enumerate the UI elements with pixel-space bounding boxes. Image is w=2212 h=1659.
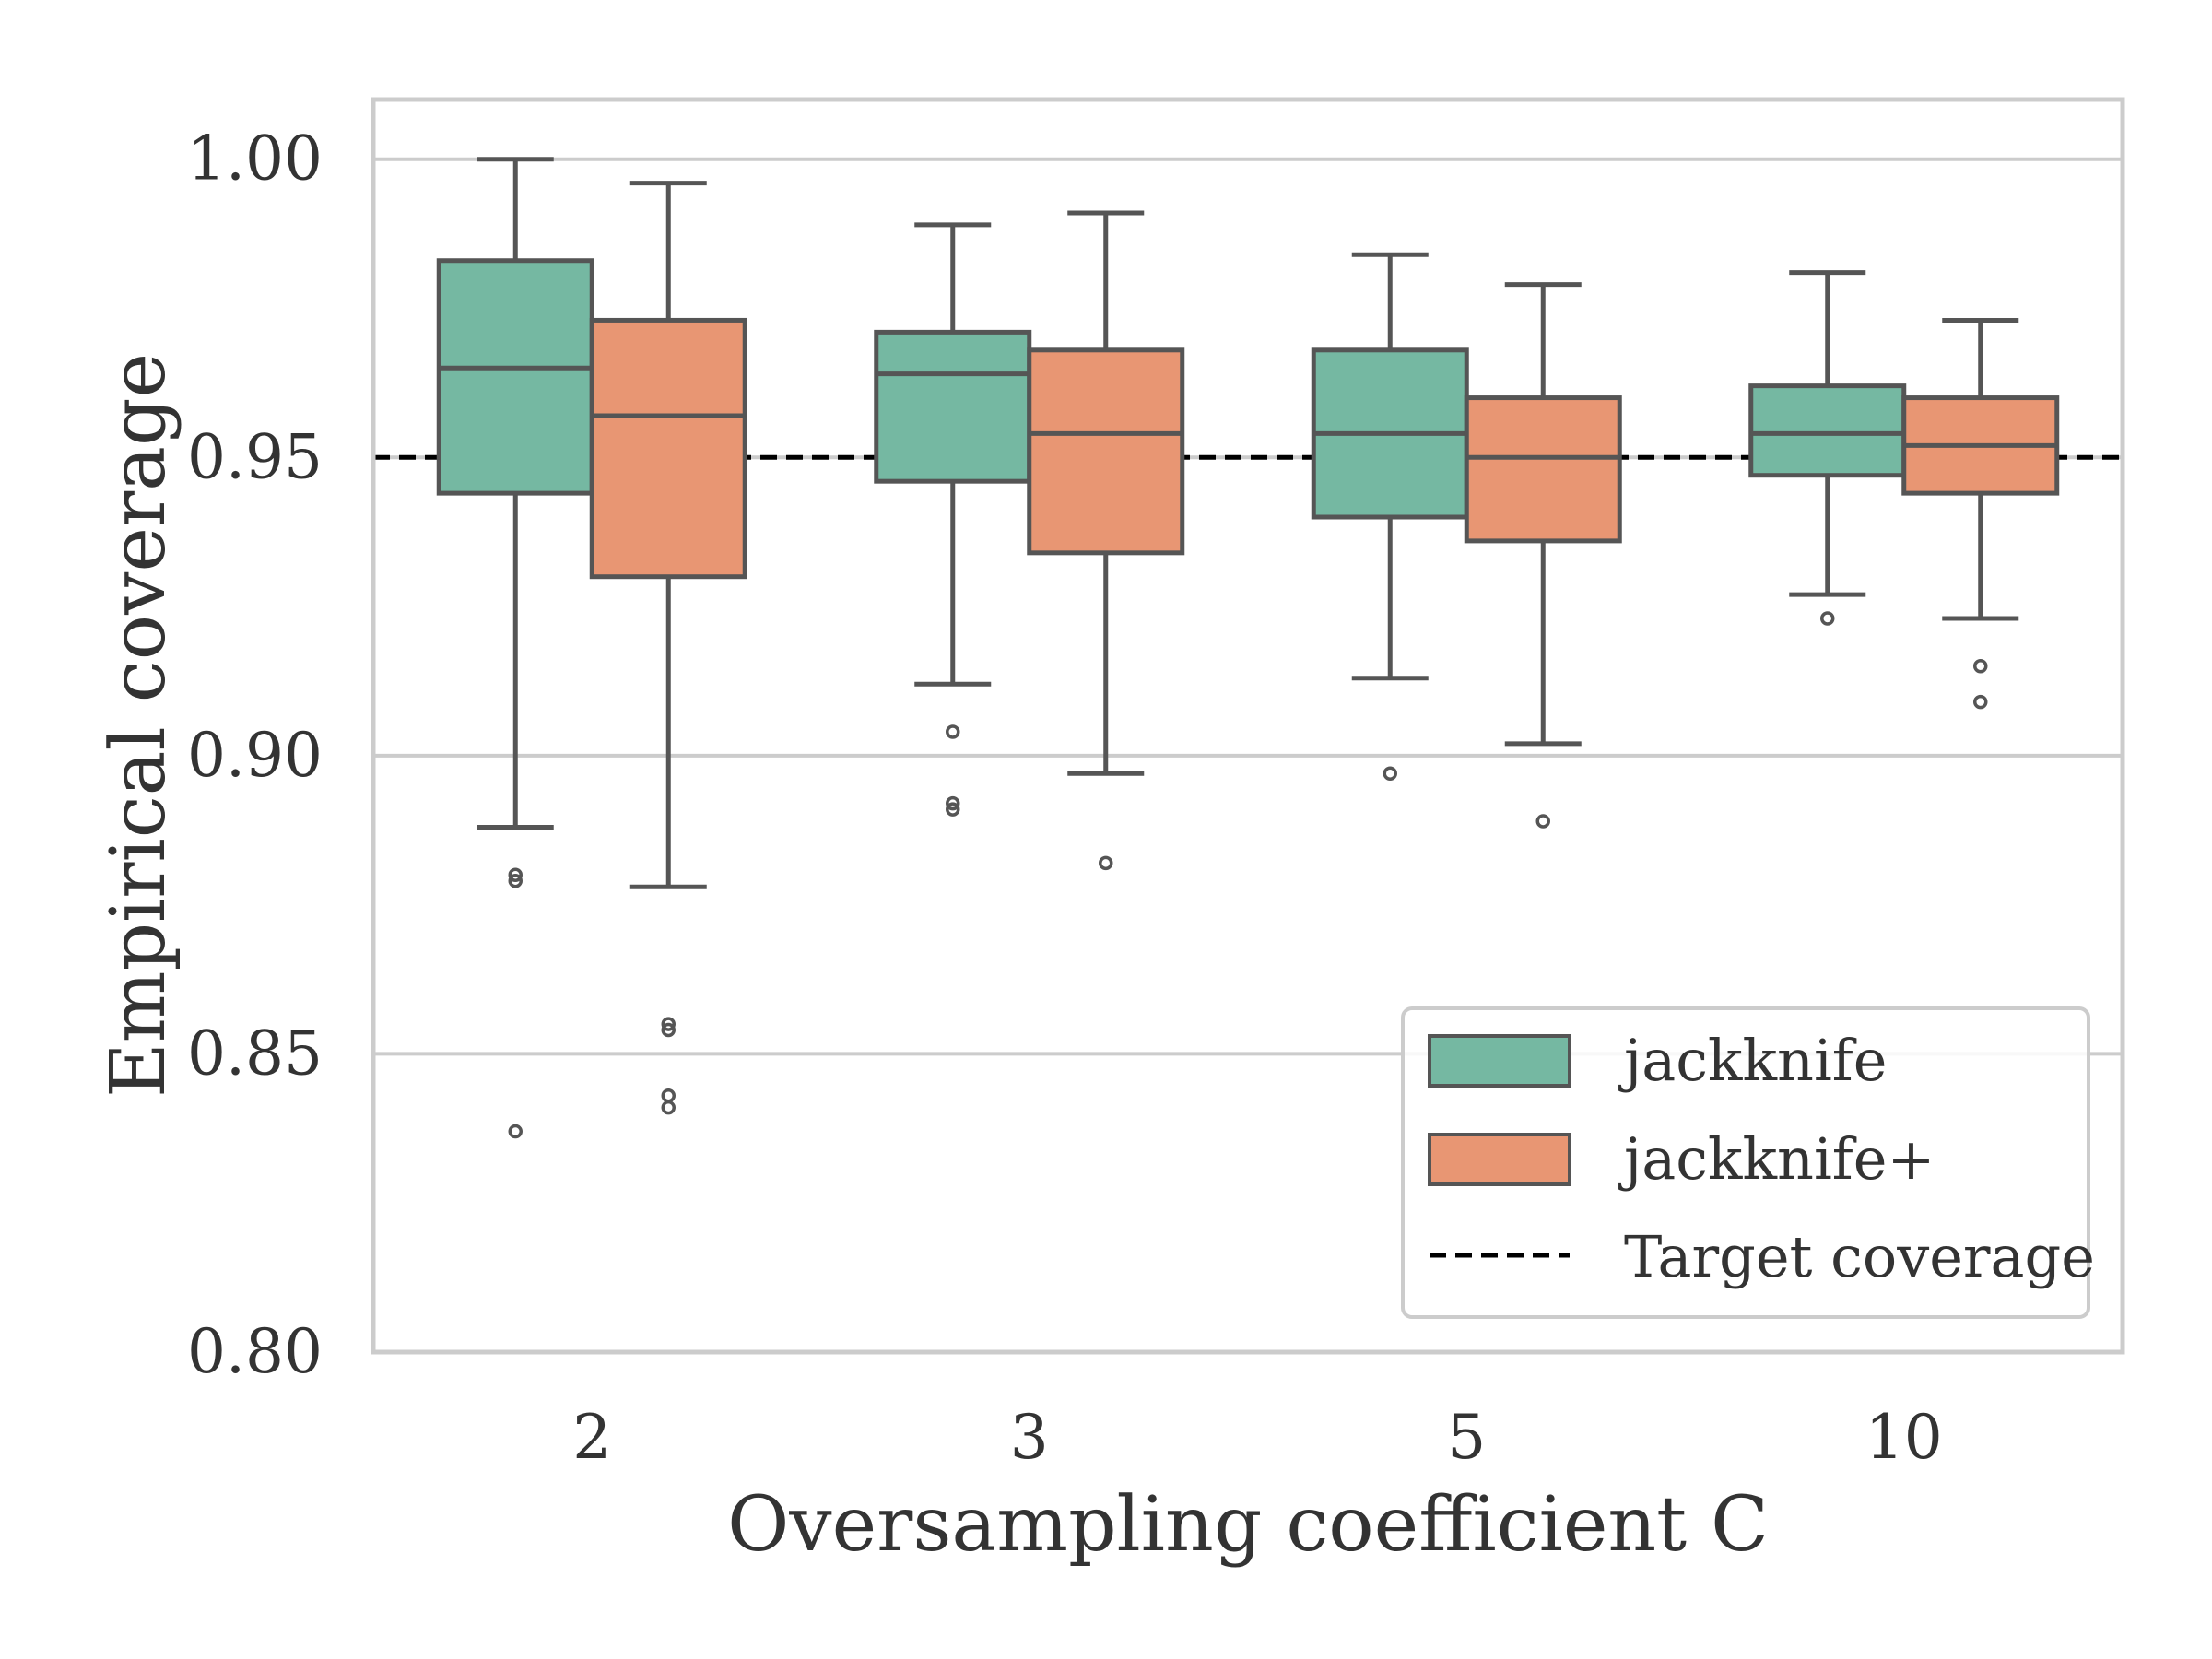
plot-frame <box>371 97 2125 1355</box>
outlier-point <box>1973 694 1988 710</box>
legend-label-jackknife-plus: jackknife+ <box>1618 1125 1935 1193</box>
y-tick-labels: 0.80 0.85 0.90 0.95 1.00 <box>187 124 323 1387</box>
legend-swatch-jackknife-plus <box>1428 1133 1571 1186</box>
x-tick-label: 3 <box>1010 1402 1049 1473</box>
legend-frame <box>1401 1006 2090 1319</box>
legend-label-target-coverage: Target coverage <box>1624 1223 2095 1290</box>
x-axis-label: Oversampling coefficient C <box>727 1481 1769 1569</box>
box-jackknife-2 <box>436 157 594 1139</box>
outlier-point <box>1973 659 1988 674</box>
y-tick-label: 0.95 <box>187 421 323 492</box>
x-tick-label: 10 <box>1865 1402 1943 1473</box>
outlier-point <box>661 1100 676 1115</box>
outlier-point <box>508 867 523 883</box>
box-jackknife-plus-5 <box>1464 282 1622 829</box>
outlier-point <box>946 724 960 739</box>
box-iqr <box>436 258 594 496</box>
outlier-point <box>661 1022 676 1038</box>
x-tick-labels: 2 3 5 10 <box>572 1402 1942 1473</box>
box-jackknife-5 <box>1311 252 1469 782</box>
outlier-point <box>946 795 960 811</box>
box-jackknife-3 <box>874 222 1032 817</box>
y-axis-label: Empirical coverage <box>95 353 182 1098</box>
boxes-layer <box>436 157 2060 1139</box>
box-jackknife-10 <box>1748 270 1907 626</box>
outlier-point <box>1820 611 1835 626</box>
legend-label-jackknife: jackknife <box>1618 1027 1887 1094</box>
legend: jackknife jackknife+ Target coverage <box>1401 1006 2095 1319</box>
outlier-point <box>1382 766 1397 782</box>
x-tick-label: 2 <box>572 1402 611 1473</box>
box-iqr <box>1748 383 1907 478</box>
outlier-point <box>508 874 523 888</box>
y-tick-label: 0.85 <box>187 1018 323 1088</box>
box-iqr <box>1027 347 1185 556</box>
outlier-point <box>508 1124 523 1139</box>
y-tick-label: 0.90 <box>187 720 323 791</box>
y-tick-label: 0.80 <box>187 1316 323 1387</box>
outlier-point <box>1535 814 1550 829</box>
legend-swatch-jackknife <box>1428 1034 1571 1088</box>
outlier-point <box>661 1017 676 1031</box>
x-tick-label: 5 <box>1447 1402 1486 1473</box>
box-iqr <box>589 317 747 580</box>
box-iqr <box>1464 395 1622 544</box>
box-jackknife-plus-10 <box>1901 317 2060 710</box>
box-jackknife-plus-2 <box>589 181 747 1115</box>
outlier-point <box>946 802 960 817</box>
box-iqr <box>874 329 1032 484</box>
box-jackknife-plus-3 <box>1027 210 1185 871</box>
y-tick-label: 1.00 <box>187 124 323 194</box>
outlier-point <box>1099 855 1113 871</box>
